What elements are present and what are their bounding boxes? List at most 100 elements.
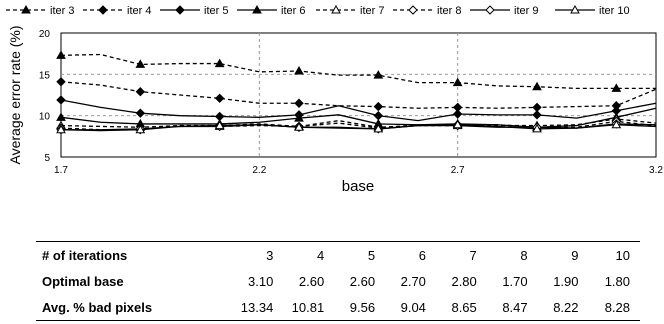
x-axis-label: base: [342, 178, 375, 195]
series-iter-4: [56, 77, 657, 113]
row-label: Avg. % bad pixels: [36, 294, 223, 321]
legend-item: iter 8: [393, 5, 461, 17]
legend-item: iter 9: [470, 5, 538, 17]
table-cell: 3.10: [248, 273, 274, 289]
data-point: [294, 66, 304, 75]
table-row: Avg. % bad pixels 13.34 10.81 9.56 9.04 8.65 8…: [36, 294, 640, 321]
data-point: [56, 77, 66, 87]
data-point: [56, 95, 66, 105]
data-point: [56, 50, 66, 59]
legend-label: iter 6: [281, 5, 305, 17]
y-tick-labels: 5 10 15 20: [39, 29, 51, 164]
legend-label: iter 3: [50, 5, 74, 17]
legend-item: iter 5: [160, 5, 228, 17]
data-point: [611, 119, 622, 129]
data-point: [373, 123, 384, 133]
legend-marker: [21, 4, 31, 14]
legend-marker: [485, 5, 495, 15]
row-label: # of iterations: [36, 241, 223, 268]
legend-item: iter 6: [237, 4, 305, 17]
table-row: # of iterations 3 4 5 6 7 8 9 10: [36, 241, 640, 268]
data-point: [135, 59, 146, 68]
table-cell: 1.90: [553, 273, 579, 289]
data-point: [294, 122, 304, 131]
legend-item: iter 10: [555, 4, 630, 17]
results-table: # of iterations 3 4 5 6 7 8 9 10 Optimal base 3.10…: [36, 241, 640, 321]
legend-label: iter 7: [360, 5, 384, 17]
series-iter-3: [56, 50, 656, 92]
legend-marker: [98, 5, 108, 15]
series-group: [56, 50, 657, 135]
x-tick-labels: 1.7 2.2 2.7 3.2: [54, 165, 663, 176]
data-point: [452, 109, 463, 119]
y-tick-label: 10: [39, 112, 51, 123]
table-cell: 8.65: [425, 294, 477, 321]
data-point: [214, 120, 225, 130]
data-point: [135, 124, 146, 134]
legend-label: iter 8: [437, 5, 461, 17]
data-point: [452, 77, 463, 87]
table-cell: 3: [222, 241, 274, 268]
data-point: [135, 108, 146, 118]
table-cell: 1.80: [604, 273, 630, 289]
series-iter-5: [56, 95, 657, 122]
table-cell: 4: [273, 241, 325, 268]
legend-item: iter 7: [316, 4, 384, 17]
row-label: Optimal base: [42, 273, 124, 289]
table-cell: 8: [476, 241, 528, 268]
y-tick-label: 20: [39, 29, 51, 40]
data-point: [373, 101, 384, 112]
data-point: [532, 110, 542, 120]
data-point: [373, 70, 384, 79]
table-cell: 2.80: [451, 273, 477, 289]
grid-lines: [61, 33, 656, 157]
data-point: [294, 98, 304, 108]
data-point: [214, 93, 225, 104]
data-point: [373, 110, 384, 121]
data-point: [56, 112, 66, 121]
legend-marker: [331, 4, 341, 14]
y-tick-label: 5: [44, 153, 50, 164]
table-cell: 7: [425, 241, 477, 268]
legend-item: iter 3: [6, 4, 74, 17]
legend-label: iter 10: [599, 5, 630, 17]
x-tick-label: 1.7: [54, 165, 68, 176]
data-point: [135, 86, 146, 97]
table-cell: 13.34: [222, 294, 274, 321]
legend-marker: [408, 5, 418, 15]
legend-marker: [252, 4, 262, 14]
table-cell: 10: [578, 241, 640, 268]
table-cell: 6: [375, 241, 426, 268]
data-point: [611, 83, 622, 92]
table-cell: 1.70: [502, 273, 528, 289]
legend-item: iter 4: [83, 5, 151, 17]
y-axis-label: Average error rate (%): [7, 25, 23, 164]
table-cell: 2.70: [400, 273, 426, 289]
series-line: [60, 118, 657, 128]
x-tick-label: 2.2: [252, 165, 266, 176]
series-line: [60, 53, 656, 90]
table-cell: 2.60: [349, 273, 376, 289]
line-chart: iter 3 iter 4 iter 5 iter 6 iter 7 iter 8 iter…: [6, 4, 663, 195]
table-cell: 5: [324, 241, 376, 268]
x-tick-label: 2.7: [451, 165, 465, 176]
table-cell: 9: [527, 241, 579, 268]
data-point: [56, 124, 66, 134]
table-cell: 2.60: [298, 273, 325, 289]
x-tick-label: 3.2: [649, 165, 663, 176]
data-point: [294, 113, 304, 122]
table-cell: 8.47: [476, 294, 528, 321]
data-point: [214, 58, 225, 68]
legend-marker: [175, 5, 185, 15]
legend: iter 3 iter 4 iter 5 iter 6 iter 7 iter 8 iter…: [6, 4, 630, 17]
table-cell: 10.81: [273, 294, 325, 321]
series-line: [60, 124, 657, 132]
table-cell: 9.56: [324, 294, 376, 321]
table-row: Optimal base 3.10 2.60 2.60 2.70 2.80 1.70 1.90…: [36, 268, 640, 294]
series-iter-10: [56, 119, 657, 134]
series-line: [60, 107, 657, 128]
legend-marker: [570, 4, 580, 14]
data-point: [532, 123, 542, 133]
plot-area: [60, 32, 657, 158]
data-point: [452, 119, 463, 129]
